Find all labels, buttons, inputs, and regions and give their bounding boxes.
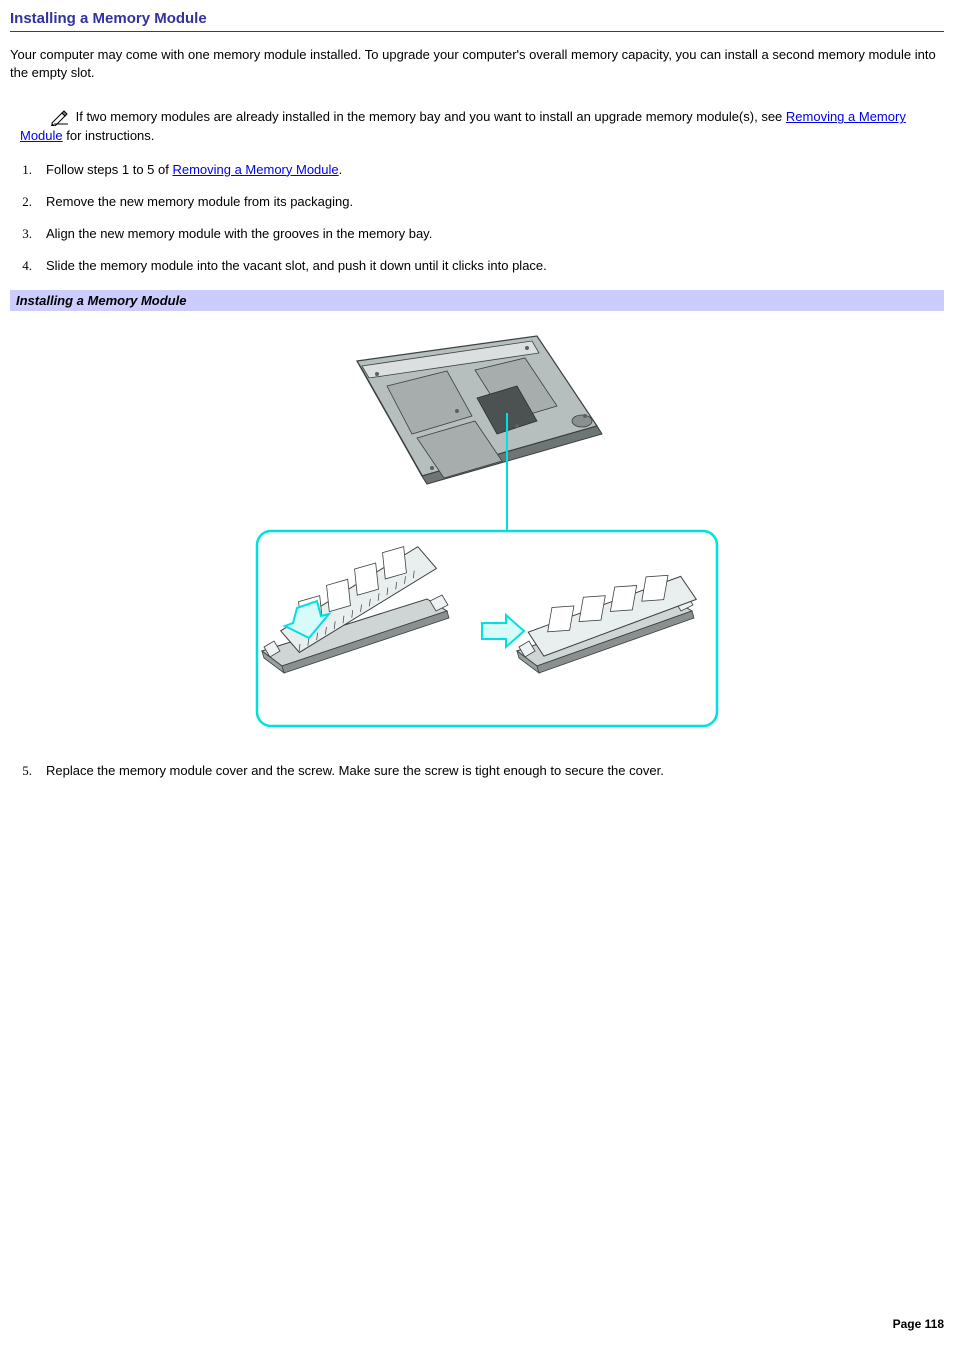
note-text-suffix: for instructions. xyxy=(63,128,155,143)
steps-list: 1. Follow steps 1 to 5 of Removing a Mem… xyxy=(10,161,944,276)
step-item: 1. Follow steps 1 to 5 of Removing a Mem… xyxy=(10,161,944,179)
step-text-before: Follow steps 1 to 5 of xyxy=(46,162,172,177)
step-text: Follow steps 1 to 5 of Removing a Memory… xyxy=(46,161,944,179)
intro-paragraph: Your computer may come with one memory m… xyxy=(10,46,944,82)
step-item: 3. Align the new memory module with the … xyxy=(10,225,944,243)
step-text: Replace the memory module cover and the … xyxy=(46,762,944,780)
step-link-removing-memory[interactable]: Removing a Memory Module xyxy=(172,162,338,177)
step-text: Slide the memory module into the vacant … xyxy=(46,257,944,275)
figure-illustration xyxy=(217,321,737,744)
section-heading: Installing a Memory Module xyxy=(10,10,944,32)
step-item: 2. Remove the new memory module from its… xyxy=(10,193,944,211)
step-item: 5. Replace the memory module cover and t… xyxy=(10,762,944,780)
note-pencil-icon xyxy=(50,110,70,126)
step-number: 2. xyxy=(10,193,46,211)
note-text-prefix: If two memory modules are already instal… xyxy=(72,109,786,124)
step-text: Align the new memory module with the gro… xyxy=(46,225,944,243)
page-number: Page 118 xyxy=(893,1317,944,1331)
step-number: 5. xyxy=(10,762,46,780)
step-number: 4. xyxy=(10,257,46,275)
step-text: Remove the new memory module from its pa… xyxy=(46,193,944,211)
figure-caption: Installing a Memory Module xyxy=(10,290,944,311)
note-paragraph: If two memory modules are already instal… xyxy=(20,108,944,144)
step-number: 3. xyxy=(10,225,46,243)
step-item: 4. Slide the memory module into the vaca… xyxy=(10,257,944,275)
step-text-after: . xyxy=(339,162,343,177)
steps-list-continued: 5. Replace the memory module cover and t… xyxy=(10,762,944,780)
step-number: 1. xyxy=(10,161,46,179)
figure-container xyxy=(10,321,944,744)
